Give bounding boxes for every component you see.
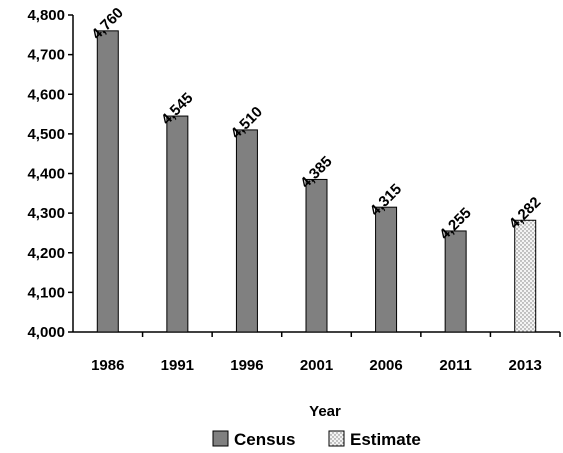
bar-2001: [305, 178, 328, 333]
bar-1991: [166, 115, 189, 333]
legend-swatch-estimate: [328, 430, 345, 447]
x-tick-label: 2013: [509, 357, 542, 374]
legend: Census Estimate: [212, 430, 421, 449]
legend-swatch-census: [212, 430, 229, 447]
bar-1996: [235, 129, 258, 333]
x-tick-label: 2001: [300, 357, 333, 374]
legend-label-estimate: Estimate: [350, 430, 421, 449]
y-tick-label: 4,000: [27, 324, 65, 341]
y-tick-label: 4,100: [27, 284, 65, 301]
bar-2006: [375, 206, 398, 333]
bar-2011: [444, 230, 467, 333]
plot-area: 4,000 4,100 4,200 4,300 4,400 4,500 4,600 4,700…: [27, 4, 561, 374]
x-tick-label: 2011: [439, 357, 472, 374]
bar-2013: [514, 219, 537, 333]
y-tick-label: 4,200: [27, 245, 65, 262]
x-tick-label: 2006: [369, 357, 402, 374]
bar-1986: [96, 30, 119, 333]
legend-label-census: Census: [234, 430, 295, 449]
x-tick-label: 1991: [161, 357, 194, 374]
x-tick-label: 1996: [230, 357, 263, 374]
y-tick-label: 4,800: [27, 7, 65, 24]
y-tick-label: 4,400: [27, 166, 65, 183]
y-tick-label: 4,600: [27, 86, 65, 103]
y-tick-label: 4,500: [27, 126, 65, 143]
y-tick-label: 4,300: [27, 205, 65, 222]
y-tick-label: 4,700: [27, 47, 65, 64]
x-tick-label: 1986: [91, 357, 124, 374]
x-axis-title: Year: [309, 403, 341, 420]
